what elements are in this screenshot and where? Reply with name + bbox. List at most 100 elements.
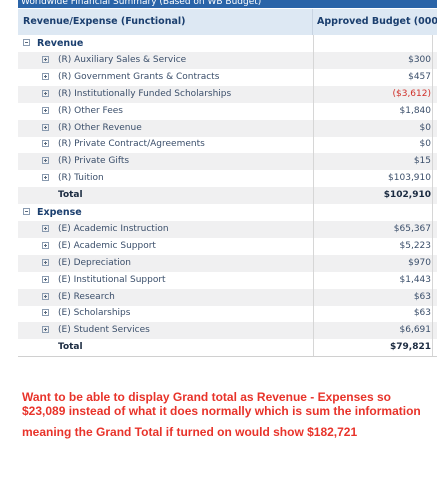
expand-icon[interactable] [42,55,49,63]
expand-icon[interactable] [42,292,49,300]
note-line: Want to be able to display Grand total a… [22,390,391,404]
column-header[interactable]: Revenue/Expense (Functional) [18,9,313,35]
collapse-icon[interactable] [23,208,30,215]
divider [432,153,433,171]
divider [432,339,433,357]
table-border [18,356,437,358]
column-header[interactable]: Approved Budget (000) [313,9,437,35]
divider [432,322,433,340]
group-label: Expense [37,207,82,218]
row-label: (E) Academic Support [58,240,156,251]
table-row: (R) Private Gifts $15 [18,153,437,171]
row-label: (R) Other Revenue [58,122,142,133]
expand-icon[interactable] [42,106,49,114]
expand-icon[interactable] [42,72,49,80]
row-value: $457 [408,71,431,82]
divider [432,170,433,188]
divider [313,35,314,52]
total-value: $79,821 [390,342,431,353]
divider [313,322,314,340]
divider [432,102,433,120]
row-label: (R) Institutionally Funded Scholarships [58,88,232,99]
row-value: $65,367 [393,223,431,234]
table-row: Expense [18,204,437,221]
expand-icon[interactable] [42,309,49,317]
table-row: (R) Other Revenue $0 [18,119,437,137]
expand-icon[interactable] [42,123,49,131]
group-label: Revenue [37,38,84,49]
table-row: Total $79,821 [18,339,437,357]
total-label: Total [58,342,83,353]
expand-icon[interactable] [42,326,49,334]
divider [313,204,314,221]
row-value: $6,691 [399,325,432,336]
row-label: (E) Depreciation [58,257,131,268]
expand-icon[interactable] [42,258,49,266]
table-row: (R) Government Grants & Contracts $457 [18,68,437,86]
divider [432,271,433,289]
row-label: (R) Private Contract/Agreements [58,139,205,150]
row-label: (E) Academic Instruction [58,223,169,234]
row-value: $1,840 [399,105,432,116]
table-row: (E) Scholarships $63 [18,305,437,323]
divider [313,68,314,86]
row-label: (E) Research [58,291,115,302]
divider [313,237,314,255]
divider [432,35,433,52]
row-label: (R) Auxiliary Sales & Service [58,54,187,65]
note-line: meaning the Grand Total if turned on wou… [22,425,358,439]
row-label: (E) Scholarships [58,308,131,319]
divider [432,204,433,221]
divider [432,254,433,272]
table-row: (E) Research $63 [18,288,437,306]
expand-icon[interactable] [42,174,49,182]
expand-icon[interactable] [42,241,49,249]
divider [432,51,433,69]
divider [313,136,314,154]
divider [313,339,314,357]
expand-icon[interactable] [42,89,49,97]
row-value: $300 [408,54,431,65]
row-label: (R) Government Grants & Contracts [58,71,220,82]
table-row: (R) Other Fees $1,840 [18,102,437,120]
table-row: (E) Academic Instruction $65,367 [18,220,437,238]
divider [313,85,314,103]
table-row: (R) Private Contract/Agreements $0 [18,136,437,154]
row-value: $63 [413,291,431,302]
row-value: $15 [413,156,431,167]
table-row: (E) Depreciation $970 [18,254,437,272]
expand-icon[interactable] [42,140,49,148]
divider [313,271,314,289]
divider [313,51,314,69]
row-label: (R) Other Fees [58,105,123,116]
divider [432,187,433,205]
expand-icon[interactable] [42,224,49,232]
table-row: (E) Institutional Support $1,443 [18,271,437,289]
divider [313,102,314,120]
row-value: $63 [413,308,431,319]
divider [313,288,314,306]
expand-icon[interactable] [42,275,49,283]
table-row: (R) Auxiliary Sales & Service $300 [18,51,437,69]
divider [432,68,433,86]
expand-icon[interactable] [42,157,49,165]
collapse-icon[interactable] [23,39,30,46]
row-value: $5,223 [399,240,432,251]
table-row: (E) Academic Support $5,223 [18,237,437,255]
table-row: (E) Student Services $6,691 [18,322,437,340]
divider [313,305,314,323]
table-row: (R) Tuition $103,910 [18,170,437,188]
divider [313,187,314,205]
row-label: (E) Institutional Support [58,274,166,285]
divider [432,305,433,323]
divider [432,237,433,255]
divider [432,288,433,306]
table-row: Revenue [18,35,437,52]
divider [313,119,314,137]
divider [313,170,314,188]
table-row: (R) Institutionally Funded Scholarships (… [18,85,437,103]
row-value: $0 [419,122,431,133]
divider [313,254,314,272]
report-title: Worldwide Financial Summary (Based on WB… [18,0,437,8]
